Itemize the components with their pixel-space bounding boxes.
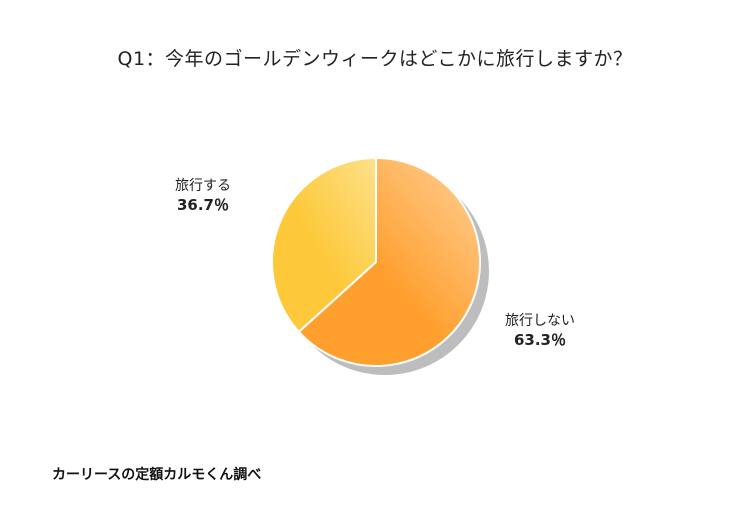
pie-slice-no-travel [297,157,481,367]
slice-value-travel: 36.7％ [176,195,229,214]
slice-label-travel: 旅行する 36.7％ [148,178,258,214]
slice-value-no-travel: 63.3％ [513,330,566,349]
slice-name-travel: 旅行する [175,178,231,194]
slice-name-no-travel: 旅行しない [505,313,575,329]
slice-label-no-travel: 旅行しない 63.3％ [485,313,595,349]
pie-slice-travel [271,157,377,333]
chart-title: Q1：今年のゴールデンウィークはどこかに旅行しますか？ [117,48,633,70]
source-credit: カーリースの定額カルモくん調べ [52,467,262,483]
